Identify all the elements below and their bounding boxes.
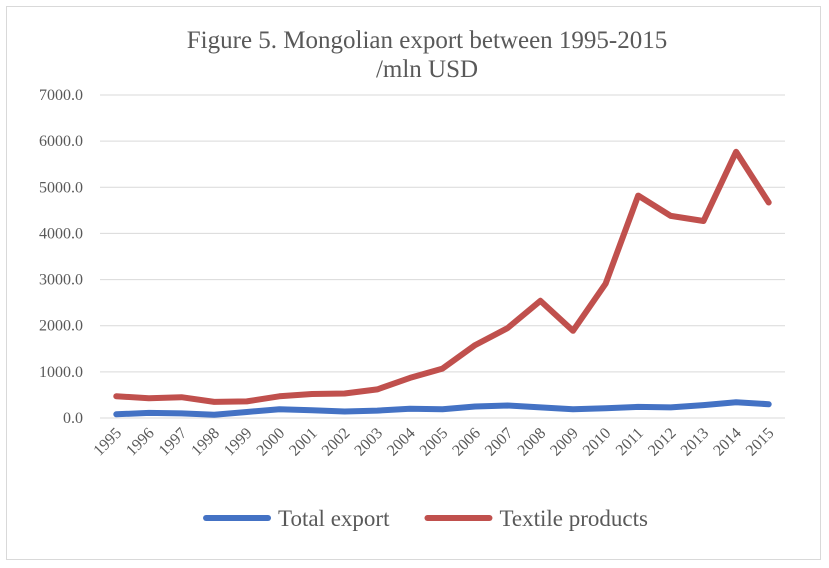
chart-title-line-1: Figure 5. Mongolian export between 1995-… [187, 27, 667, 54]
x-tick-label: 2015 [743, 425, 778, 460]
chart-title-line-2: /mln USD [376, 56, 478, 83]
chart-title: Figure 5. Mongolian export between 1995-… [187, 27, 667, 83]
legend: Total export Textile products [203, 506, 648, 531]
y-tick-label: 7000.0 [39, 87, 83, 104]
x-tick-label: 2012 [645, 425, 680, 460]
x-tick-label: 2013 [678, 425, 713, 460]
x-tick-label: 1996 [123, 425, 158, 460]
series-lines [113, 148, 772, 418]
x-tick-label: 2001 [286, 425, 321, 460]
x-tick-label: 2005 [417, 425, 452, 460]
x-tick-label: 2006 [449, 425, 484, 460]
y-tick-label: 4000.0 [39, 225, 83, 242]
x-tick-label: 2009 [547, 425, 582, 460]
x-tick-label: 2000 [254, 425, 289, 460]
x-tick-label: 1999 [221, 425, 256, 460]
y-tick-label: 1000.0 [39, 364, 83, 381]
x-tick-label: 2010 [580, 425, 615, 460]
x-tick-label: 2008 [515, 425, 550, 460]
x-tick-label: 2003 [351, 425, 386, 460]
chart-frame [6, 6, 821, 560]
y-tick-label: 6000.0 [39, 133, 83, 150]
x-tick-label: 1997 [156, 425, 191, 460]
x-tick-label: 2014 [710, 425, 745, 460]
y-tick-label: 3000.0 [39, 272, 83, 289]
y-tick-label: 2000.0 [39, 318, 83, 335]
legend-label: Textile products [499, 506, 648, 531]
y-tick-label: 0.0 [63, 410, 83, 427]
x-axis-tick-labels: 1995199619971998199920002001200220032004… [90, 425, 777, 460]
x-tick-label: 2002 [319, 425, 354, 460]
x-tick-label: 2004 [384, 425, 419, 460]
legend-label: Total export [278, 506, 390, 531]
y-tick-label: 5000.0 [39, 179, 83, 196]
x-tick-label: 2007 [482, 425, 517, 460]
x-tick-label: 1998 [188, 425, 223, 460]
series-line-textile-products [113, 148, 772, 405]
x-tick-label: 1995 [90, 425, 125, 460]
y-axis-tick-labels: 0.0 1000.0 2000.0 3000.0 4000.0 5000.0 6000.0 7… [39, 87, 83, 427]
series-line-total-export [113, 399, 772, 418]
x-tick-label: 2011 [613, 425, 647, 459]
gridlines [100, 94, 785, 419]
